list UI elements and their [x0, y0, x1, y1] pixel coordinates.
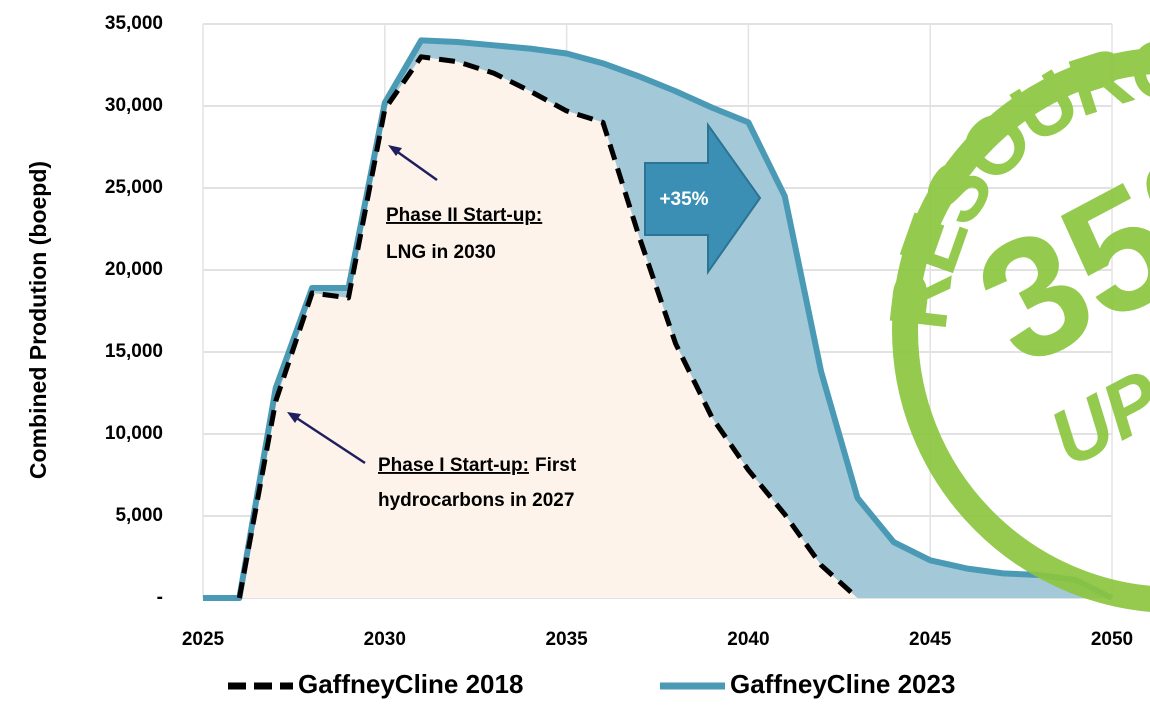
area	[239, 56, 858, 599]
annotation: Phase I Start-up: First	[378, 455, 577, 476]
y-axis-label: Combined Prodution (boepd)	[25, 161, 51, 479]
y-tick-label: -	[157, 587, 163, 608]
x-tick-label: 2045	[909, 629, 952, 650]
legend-label: GaffneyCline 2023	[730, 669, 955, 699]
increase-arrow	[644, 121, 762, 276]
y-tick-label: 5,000	[115, 505, 163, 526]
annotation: +35%	[659, 189, 708, 210]
annotation-arrow	[291, 413, 366, 465]
x-tick-label: 2035	[545, 629, 588, 650]
y-tick-label: 20,000	[105, 259, 163, 280]
x-tick-label: 2040	[727, 629, 769, 650]
annotation: hydrocarbons in 2027	[378, 490, 574, 511]
labels: - 5,000 10,000 15,000 20,000 25,000 30,000 35,0…	[105, 13, 1133, 650]
x-tick-label: 2050	[1091, 629, 1133, 650]
areas	[203, 40, 1112, 599]
y-tick-label: 30,000	[105, 95, 163, 116]
y-tick-label: 10,000	[105, 423, 163, 444]
annotation: Phase I Start-up:	[378, 455, 529, 476]
stamp-ring	[892, 48, 1150, 612]
legend-label: GaffneyCline 2018	[298, 669, 523, 699]
line	[236, 54, 860, 600]
y-tick-label: 25,000	[105, 177, 163, 198]
line	[203, 37, 1114, 601]
annotation: LNG in 2030	[386, 242, 496, 263]
lines	[203, 37, 1114, 601]
annotation-arrowhead	[388, 145, 402, 156]
legend: GaffneyCline 2018 GaffneyCline 2023	[228, 669, 955, 699]
y-tick-label: 35,000	[105, 13, 163, 34]
annotation-arrowhead	[287, 412, 301, 423]
annotation: First	[535, 455, 577, 476]
annotation-arrow	[391, 146, 438, 182]
y-tick-label: 15,000	[105, 341, 163, 362]
x-tick-label: 2030	[364, 629, 406, 650]
annotation: Phase II Start-up:	[386, 205, 542, 226]
x-tick-label: 2025	[182, 629, 225, 650]
